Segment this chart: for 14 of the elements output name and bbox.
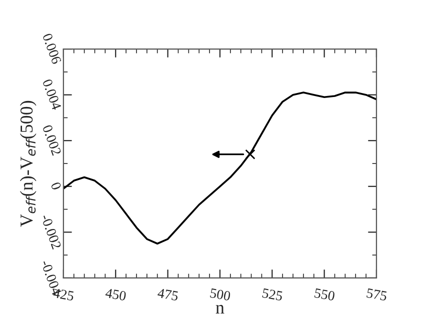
x-axis-title: n	[216, 304, 224, 314]
line-series	[63, 92, 376, 245]
x-tick-label: 550	[314, 288, 336, 301]
x-tick-label: 450	[105, 288, 126, 301]
y-tick-label: 0.002	[42, 124, 62, 156]
y-tick-label: 0	[50, 182, 62, 190]
y-tick-label: -0.002	[40, 214, 62, 250]
x-tick-label: 575	[366, 288, 388, 301]
x-tick-label: 525	[262, 288, 283, 301]
y-tick-label: 0.004	[42, 78, 62, 111]
y-axis-title: V$_{eff}$(n)-V$_{eff}$(500)	[20, 100, 36, 227]
x-tick-label: 475	[157, 288, 179, 301]
y-tick-label: 0.006	[42, 32, 62, 65]
x-tick-label: 500	[210, 288, 231, 301]
